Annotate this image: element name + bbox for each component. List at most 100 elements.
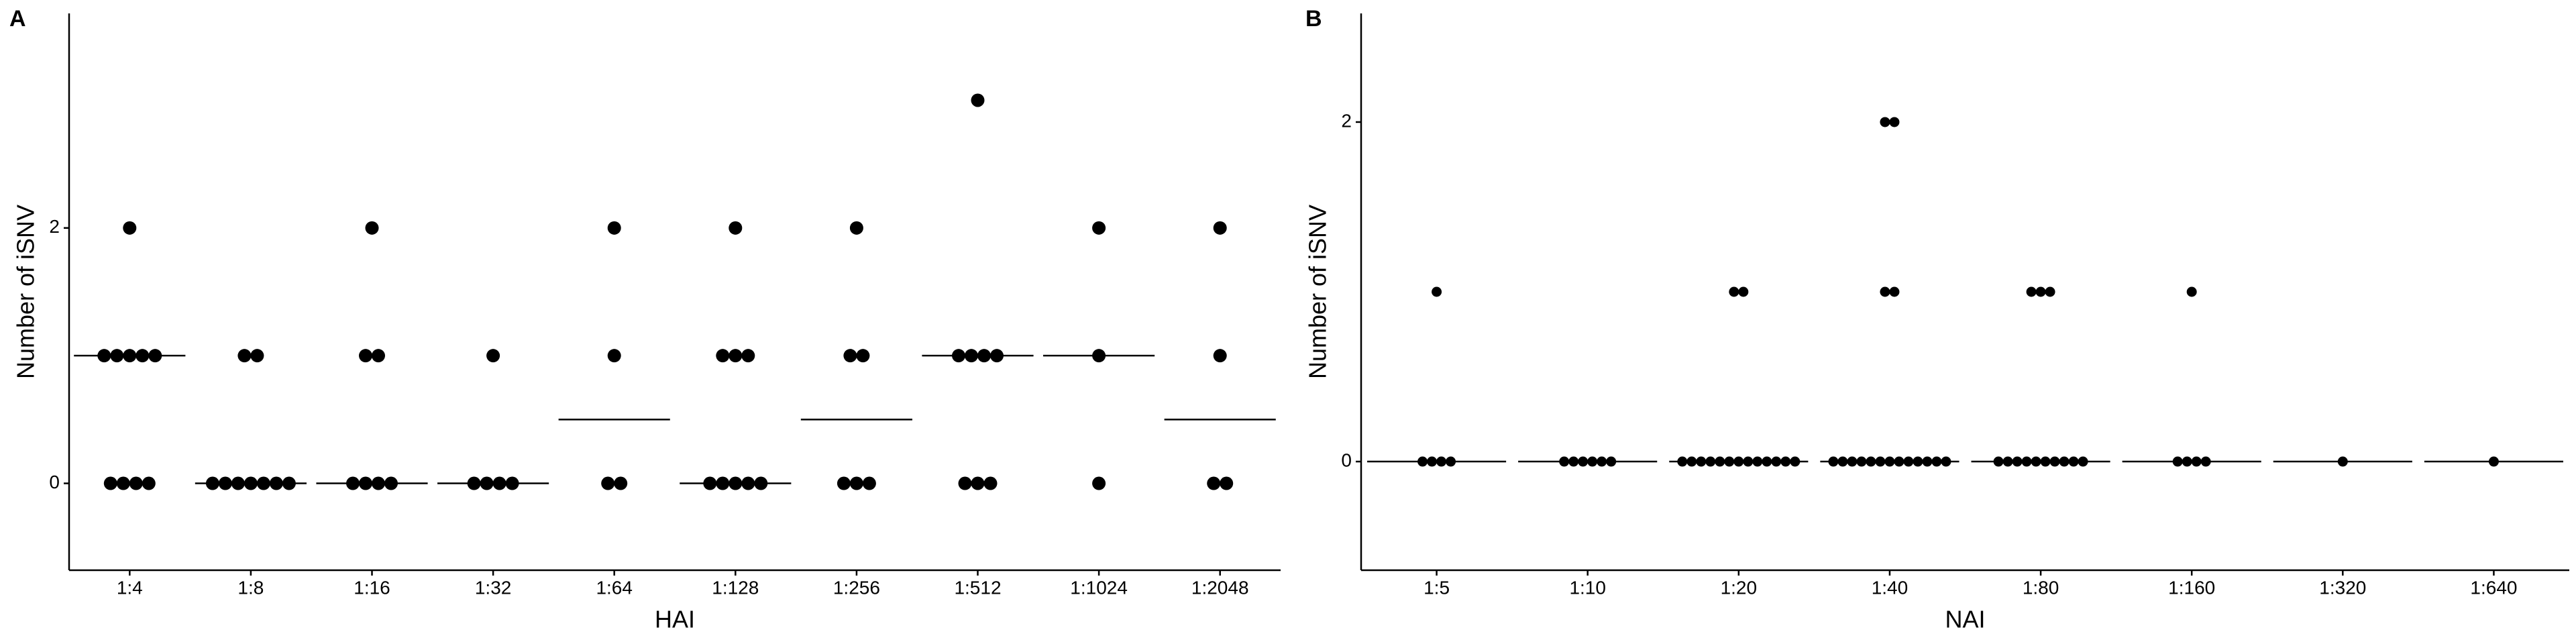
- dot: [1587, 456, 1598, 467]
- dot: [1884, 456, 1895, 467]
- dot: [480, 476, 494, 490]
- dot: [971, 476, 985, 490]
- dot: [729, 476, 743, 490]
- x-tick-label: 1:640: [2470, 577, 2517, 598]
- dot: [505, 476, 519, 490]
- dot: [965, 349, 978, 363]
- x-tick-label: 1:80: [2023, 577, 2059, 598]
- dot: [110, 349, 124, 363]
- dot: [1738, 286, 1749, 297]
- dot: [1705, 456, 1716, 467]
- x-tick-label: 1:20: [1721, 577, 1758, 598]
- dot: [269, 476, 283, 490]
- dot: [1856, 456, 1867, 467]
- dot: [856, 349, 870, 363]
- dot: [2078, 456, 2088, 467]
- y-axis-title: Number of iSNV: [1304, 205, 1332, 379]
- dot: [703, 476, 717, 490]
- dot: [1875, 456, 1886, 467]
- dot: [2059, 456, 2070, 467]
- dot: [1559, 456, 1570, 467]
- dot: [2026, 286, 2037, 297]
- dot: [2021, 456, 2032, 467]
- dot: [256, 476, 270, 490]
- dot: [1427, 456, 1438, 467]
- dot: [2012, 456, 2023, 467]
- dot: [2488, 456, 2499, 467]
- dot: [1880, 286, 1890, 297]
- dot: [1941, 456, 1951, 467]
- dot: [1837, 456, 1848, 467]
- dot: [1889, 286, 1900, 297]
- dot: [1092, 221, 1106, 235]
- dot: [103, 476, 117, 490]
- dot: [849, 221, 863, 235]
- dot: [862, 476, 876, 490]
- dot: [1847, 456, 1858, 467]
- dot: [729, 349, 743, 363]
- dot: [384, 476, 398, 490]
- dot: [2186, 286, 2197, 297]
- dot: [1446, 456, 1456, 467]
- y-tick-label: 0: [49, 472, 60, 492]
- x-tick-label: 1:256: [833, 577, 880, 598]
- dot: [2002, 456, 2013, 467]
- dot: [244, 476, 258, 490]
- dot: [1207, 476, 1221, 490]
- dot: [205, 476, 219, 490]
- dot: [1931, 456, 1942, 467]
- dot: [741, 349, 755, 363]
- dot: [1568, 456, 1579, 467]
- dot: [467, 476, 481, 490]
- dot: [2031, 456, 2041, 467]
- dot: [1729, 286, 1739, 297]
- x-tick-label: 1:320: [2319, 577, 2366, 598]
- x-tick-label: 1:512: [954, 577, 1001, 598]
- x-tick-label: 1:64: [596, 577, 633, 598]
- dot: [97, 349, 111, 363]
- dot: [1432, 286, 1442, 297]
- y-tick-label: 2: [49, 216, 60, 237]
- dot: [492, 476, 506, 490]
- dot: [1092, 476, 1106, 490]
- dot: [952, 349, 965, 363]
- x-tick-label: 1:160: [2168, 577, 2215, 598]
- dot: [2068, 456, 2079, 467]
- dot: [1597, 456, 1607, 467]
- dot: [2045, 286, 2055, 297]
- dot: [123, 221, 137, 235]
- dot: [990, 349, 1004, 363]
- dot: [1880, 117, 1890, 127]
- dot: [716, 476, 730, 490]
- dot: [1220, 476, 1234, 490]
- x-tick-label: 1:10: [1569, 577, 1606, 598]
- dot: [849, 476, 863, 490]
- dot: [372, 476, 385, 490]
- dot: [237, 349, 252, 363]
- dot: [1790, 456, 1801, 467]
- dot: [607, 349, 621, 363]
- panel-label: B: [1305, 6, 1322, 32]
- x-tick-label: 1:32: [475, 577, 512, 598]
- dot: [614, 476, 628, 490]
- dot: [1436, 456, 1447, 467]
- dot: [1578, 456, 1589, 467]
- dot: [983, 476, 998, 490]
- dot: [486, 349, 500, 363]
- dot: [601, 476, 615, 490]
- dot: [2191, 456, 2202, 467]
- dot: [1752, 456, 1763, 467]
- dot: [365, 221, 379, 235]
- dot: [729, 221, 743, 235]
- dot: [231, 476, 245, 490]
- dot: [1606, 456, 1617, 467]
- dot: [843, 349, 857, 363]
- panel-label: A: [9, 6, 26, 32]
- dot: [372, 349, 385, 363]
- y-axis-title: Number of iSNV: [12, 205, 40, 379]
- dot: [1213, 221, 1227, 235]
- y-tick-label: 2: [1341, 110, 1352, 131]
- dot: [1686, 456, 1697, 467]
- dot: [754, 476, 768, 490]
